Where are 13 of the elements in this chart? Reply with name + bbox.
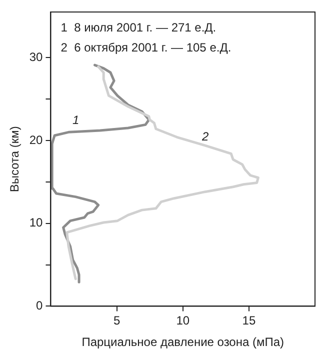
annotation: 2: [200, 129, 209, 144]
annotation: 2 6 октября 2001 г. — 105 е.Д.: [60, 40, 232, 54]
annotation: 1: [72, 113, 80, 128]
y-tick-label: 10: [29, 216, 44, 230]
y-tick-label: 20: [29, 132, 44, 147]
y-tick-label: 30: [29, 50, 44, 64]
y-axis-title: Высота (км): [8, 126, 22, 192]
x-axis-title: Парциальное давление озона (мПа): [82, 335, 284, 350]
annotation: 1 8 июля 2001 г. — 271 е.Д.: [60, 20, 216, 34]
y-tick-label: 0: [36, 298, 44, 313]
x-tick-label: 15: [242, 314, 256, 328]
x-tick-label: 10: [176, 314, 190, 328]
x-tick-label: 5: [113, 314, 120, 328]
